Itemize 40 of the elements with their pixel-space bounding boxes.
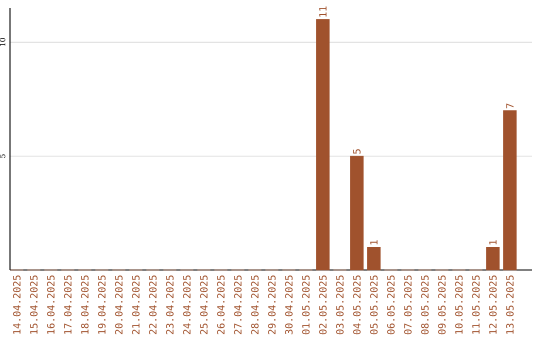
x-tick-label: 24.04.2025 [183,276,191,334]
x-tick-label: 06.05.2025 [387,276,395,334]
data-label: 11 [319,6,327,17]
x-tick-label: 30.04.2025 [285,276,293,334]
data-label: 1 [370,240,378,244]
x-tick-label: 28.04.2025 [251,276,259,334]
x-tick-label: 20.04.2025 [115,276,123,334]
x-tick-label: 03.05.2025 [336,276,344,334]
x-tick-label: 11.05.2025 [472,276,480,334]
x-tick-label: 08.05.2025 [421,276,429,334]
x-tick-label: 18.04.2025 [81,276,89,334]
bar [350,156,364,270]
x-tick-label: 23.04.2025 [166,276,174,334]
x-tick-label: 02.05.2025 [319,276,327,334]
x-tick-label: 29.04.2025 [268,276,276,334]
x-tick-label: 19.04.2025 [98,276,106,334]
bar [316,19,330,270]
x-tick-label: 15.04.2025 [30,276,38,334]
x-tick-label: 16.04.2025 [47,276,55,334]
bar [503,110,517,270]
x-tick-label: 25.04.2025 [200,276,208,334]
data-label: 1 [489,240,497,244]
x-tick-label: 26.04.2025 [217,276,225,334]
x-tick-label: 01.05.2025 [302,276,310,334]
x-tick-label: 14.04.2025 [13,276,21,334]
x-tick-label: 04.05.2025 [353,276,361,334]
x-tick-label: 27.04.2025 [234,276,242,334]
bar [367,246,381,270]
x-tick-label: 09.05.2025 [438,276,446,334]
x-tick-label: 21.04.2025 [132,276,140,334]
x-tick-label: 22.04.2025 [149,276,157,334]
data-label: 7 [506,104,514,108]
data-label: 5 [353,149,361,154]
x-tick-label: 17.04.2025 [64,276,72,334]
x-tick-label: 05.05.2025 [370,276,378,334]
x-tick-label: 13.05.2025 [506,276,514,334]
x-tick-label: 07.05.2025 [404,276,412,334]
x-tick-label: 12.05.2025 [489,276,497,334]
bar [486,246,500,270]
x-tick-label: 10.05.2025 [455,276,463,334]
